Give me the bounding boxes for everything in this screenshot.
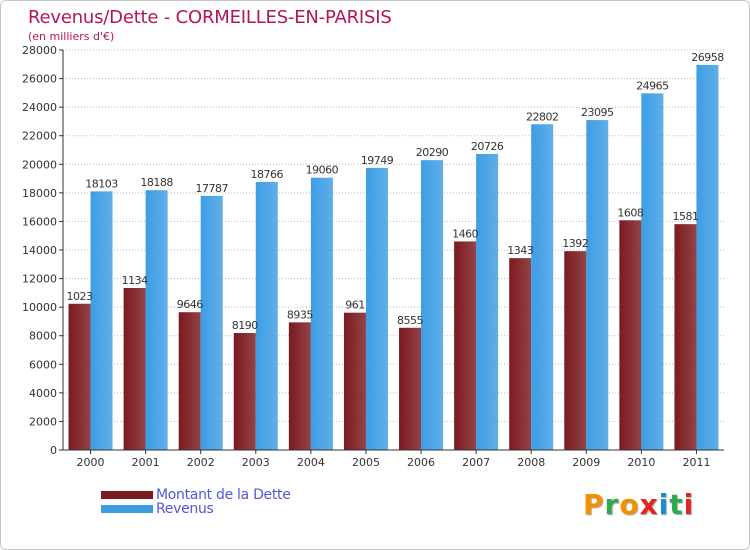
bar-revenus xyxy=(696,64,719,450)
bar-revenus xyxy=(531,124,554,450)
x-tick-label: 2007 xyxy=(462,456,490,469)
data-label-revenus: 18766 xyxy=(251,168,284,181)
bar-dette xyxy=(123,288,146,450)
data-label-revenus: 20290 xyxy=(416,146,449,159)
data-label-dette: 1581 xyxy=(672,210,698,223)
bar-revenus xyxy=(310,177,333,450)
bar-revenus xyxy=(476,153,499,450)
gridlines xyxy=(63,49,724,451)
legend-swatch-dette xyxy=(101,491,153,499)
bar-dette xyxy=(68,303,91,450)
data-label-dette: 1460 xyxy=(452,227,478,240)
x-tick-label: 2008 xyxy=(517,456,545,469)
chart-unit-note: (en milliers d'€) xyxy=(28,30,115,43)
y-tick-label: 24000 xyxy=(22,101,57,114)
bar-revenus xyxy=(145,190,168,450)
data-label-dette: 8935 xyxy=(287,308,313,321)
data-label-revenus: 17787 xyxy=(195,182,228,195)
y-tick-label: 18000 xyxy=(22,187,57,200)
bar-revenus xyxy=(421,160,444,450)
x-tick-label: 2003 xyxy=(242,456,270,469)
x-tick-label: 2002 xyxy=(187,456,215,469)
y-tick-label: 14000 xyxy=(22,244,57,257)
x-tick-label: 2005 xyxy=(352,456,380,469)
y-tick-label: 8000 xyxy=(29,330,57,343)
bar-dette xyxy=(509,258,532,450)
chart-title: Revenus/Dette - CORMEILLES-EN-PARISIS xyxy=(28,7,392,28)
y-tick-label: 6000 xyxy=(29,358,57,371)
data-label-revenus: 23095 xyxy=(581,106,614,119)
bar-revenus xyxy=(255,181,278,450)
y-tick-label: 4000 xyxy=(29,387,57,400)
x-tick-label: 2001 xyxy=(132,456,160,469)
bar-dette xyxy=(178,312,201,450)
y-tick-label: 16000 xyxy=(22,215,57,228)
x-tick-label: 2004 xyxy=(297,456,325,469)
data-label-revenus: 18188 xyxy=(140,176,173,189)
data-label-dette: 1392 xyxy=(562,237,588,250)
bar-dette xyxy=(288,322,311,450)
bar-dette xyxy=(619,220,642,450)
y-tick-label: 12000 xyxy=(22,273,57,286)
bar-dette xyxy=(454,241,477,450)
y-tick-label: 28000 xyxy=(22,44,57,57)
data-label-dette: 8190 xyxy=(232,319,258,332)
data-label-dette: 961 xyxy=(345,299,365,312)
data-label-revenus: 20726 xyxy=(471,140,504,153)
y-tick-label: 22000 xyxy=(22,130,57,143)
bar-dette xyxy=(399,327,422,450)
data-label-revenus: 24965 xyxy=(636,79,669,92)
x-tick-label: 2000 xyxy=(77,456,105,469)
bar-dette xyxy=(343,312,366,450)
bar-revenus xyxy=(200,195,223,450)
data-label-revenus: 26958 xyxy=(691,51,724,64)
data-label-revenus: 18103 xyxy=(85,177,118,190)
data-label-dette: 1134 xyxy=(122,274,148,287)
y-tick-label: 2000 xyxy=(29,415,57,428)
y-tick-label: 10000 xyxy=(22,301,57,314)
bar-revenus xyxy=(641,93,664,450)
data-label-revenus: 22802 xyxy=(526,110,559,123)
data-label-revenus: 19060 xyxy=(306,164,339,177)
bar-revenus xyxy=(90,191,113,450)
axes: 0 2000 4000 6000 8000 10000 12000 14000 16000 180… xyxy=(22,44,724,469)
bar-dette xyxy=(674,224,697,450)
legend-label-revenus: Revenus xyxy=(156,501,214,517)
proxiti-logo: Proxiti xyxy=(583,488,695,521)
bar-dette xyxy=(564,251,587,450)
bar-dette xyxy=(233,333,256,450)
bar-revenus xyxy=(586,120,609,451)
legend-label-dette: Montant de la Dette xyxy=(156,487,291,503)
x-tick-label: 2009 xyxy=(572,456,600,469)
y-tick-label: 20000 xyxy=(22,158,57,171)
x-tick-label: 2010 xyxy=(627,456,655,469)
data-labels: 1023 18103 1134 18188 9646 17787 8190 18766 8935… xyxy=(67,51,725,332)
data-label-revenus: 19749 xyxy=(361,154,394,167)
data-label-dette: 8555 xyxy=(397,314,423,327)
x-tick-label: 2011 xyxy=(682,456,710,469)
bars xyxy=(68,64,719,451)
legend-swatch-revenus xyxy=(101,505,153,513)
data-label-dette: 1608 xyxy=(617,206,643,219)
data-label-dette: 1343 xyxy=(507,244,533,257)
data-label-dette: 1023 xyxy=(67,290,93,303)
bar-revenus xyxy=(365,167,388,450)
y-tick-label: 0 xyxy=(50,444,57,457)
x-tick-label: 2006 xyxy=(407,456,435,469)
y-tick-label: 26000 xyxy=(22,73,57,86)
data-label-dette: 9646 xyxy=(177,298,203,311)
